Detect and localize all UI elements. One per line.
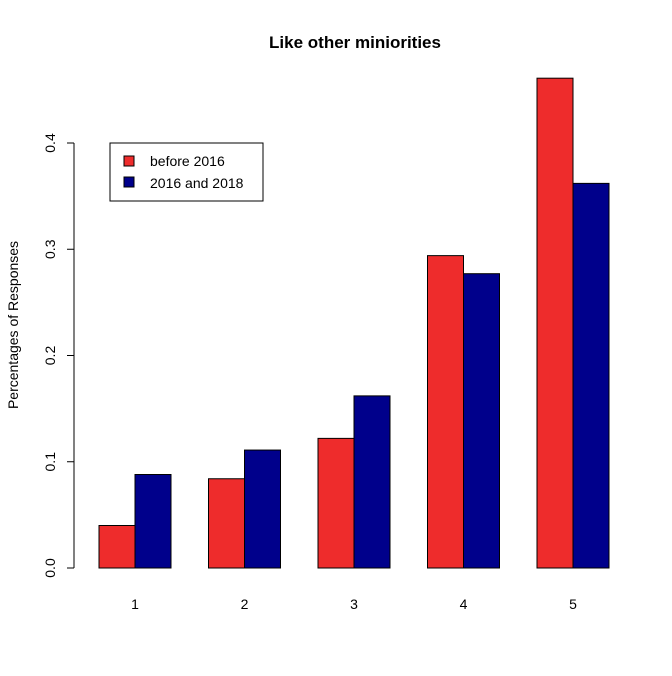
legend-label-2016-and-2018: 2016 and 2018 bbox=[150, 175, 244, 191]
x-tick-label: 5 bbox=[569, 596, 577, 612]
bar-2016-and-2018-cat-2 bbox=[244, 449, 281, 569]
bar-before-2016-cat-3 bbox=[317, 437, 355, 569]
x-tick-label: 1 bbox=[131, 596, 139, 612]
y-axis: 0.0 0.1 0.2 0.3 0.4 bbox=[42, 133, 75, 578]
x-tick-label: 2 bbox=[241, 596, 249, 612]
bar-before-2016-cat-4 bbox=[427, 255, 464, 569]
legend-swatch-2016-and-2018 bbox=[123, 176, 135, 188]
y-tick-label: 0.4 bbox=[42, 133, 58, 153]
legend-swatch-before-2016 bbox=[123, 155, 135, 167]
bar-2016-and-2018-cat-4 bbox=[463, 273, 500, 569]
x-tick-label: 4 bbox=[460, 596, 468, 612]
bar-before-2016-cat-1 bbox=[98, 525, 136, 569]
legend: before 2016 2016 and 2018 bbox=[109, 142, 264, 202]
chart-title: Like other miniorities bbox=[269, 33, 441, 52]
x-tick-label: 3 bbox=[350, 596, 358, 612]
bar-before-2016-cat-5 bbox=[536, 77, 574, 569]
y-tick-label: 0.0 bbox=[42, 558, 58, 578]
bar-group bbox=[98, 77, 610, 569]
bar-2016-and-2018-cat-5 bbox=[572, 182, 610, 569]
legend-label-before-2016: before 2016 bbox=[150, 153, 225, 169]
bar-before-2016-cat-2 bbox=[208, 478, 245, 569]
y-axis-label: Percentages of Responses bbox=[5, 241, 21, 409]
legend-box bbox=[109, 142, 264, 202]
bar-2016-and-2018-cat-3 bbox=[353, 395, 391, 569]
y-tick-label: 0.3 bbox=[42, 239, 58, 259]
x-axis-tick-labels: 1 2 3 4 5 bbox=[131, 596, 577, 612]
bar-2016-and-2018-cat-1 bbox=[134, 474, 172, 569]
y-tick-label: 0.1 bbox=[42, 452, 58, 472]
y-tick-label: 0.2 bbox=[42, 346, 58, 366]
